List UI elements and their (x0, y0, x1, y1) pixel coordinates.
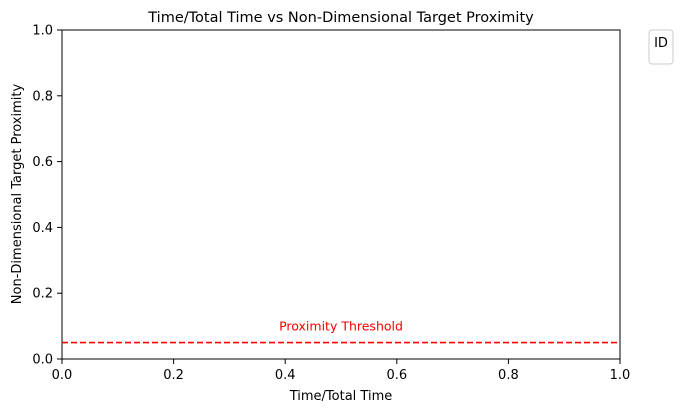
x-axis: 0.0 0.2 0.4 0.6 0.8 1.0 (52, 359, 631, 383)
x-axis-label: Time/Total Time (289, 389, 393, 404)
plot-area: Proximity Threshold (61, 29, 621, 360)
threshold-group: Proximity Threshold (62, 319, 620, 344)
y-axis-label: Non-Dimensional Target Proximity (10, 84, 25, 305)
x-tick-label: 0.8 (498, 368, 519, 383)
y-tick-label: 0.4 (32, 221, 53, 236)
x-tick-label: 0.2 (163, 368, 184, 383)
y-axis: 0.0 0.2 0.4 0.6 0.8 1.0 (32, 24, 62, 368)
x-tick-label: 0.4 (275, 368, 296, 383)
legend-box (648, 29, 674, 65)
y-tick-label: 0.6 (32, 155, 53, 170)
y-tick-label: 0.8 (32, 89, 53, 104)
y-tick-label: 1.0 (32, 24, 53, 39)
plot-frame (61, 29, 621, 360)
y-tick-label: 0.2 (32, 287, 53, 302)
x-tick-label: 1.0 (610, 368, 631, 383)
legend-title: ID (654, 36, 668, 51)
x-tick-label: 0.6 (386, 368, 407, 383)
legend: ID (648, 29, 674, 65)
y-tick-label: 0.0 (32, 353, 53, 368)
x-tick-label: 0.0 (52, 368, 73, 383)
threshold-label: Proximity Threshold (279, 319, 403, 334)
chart-title: Time/Total Time vs Non-Dimensional Targe… (147, 10, 534, 26)
